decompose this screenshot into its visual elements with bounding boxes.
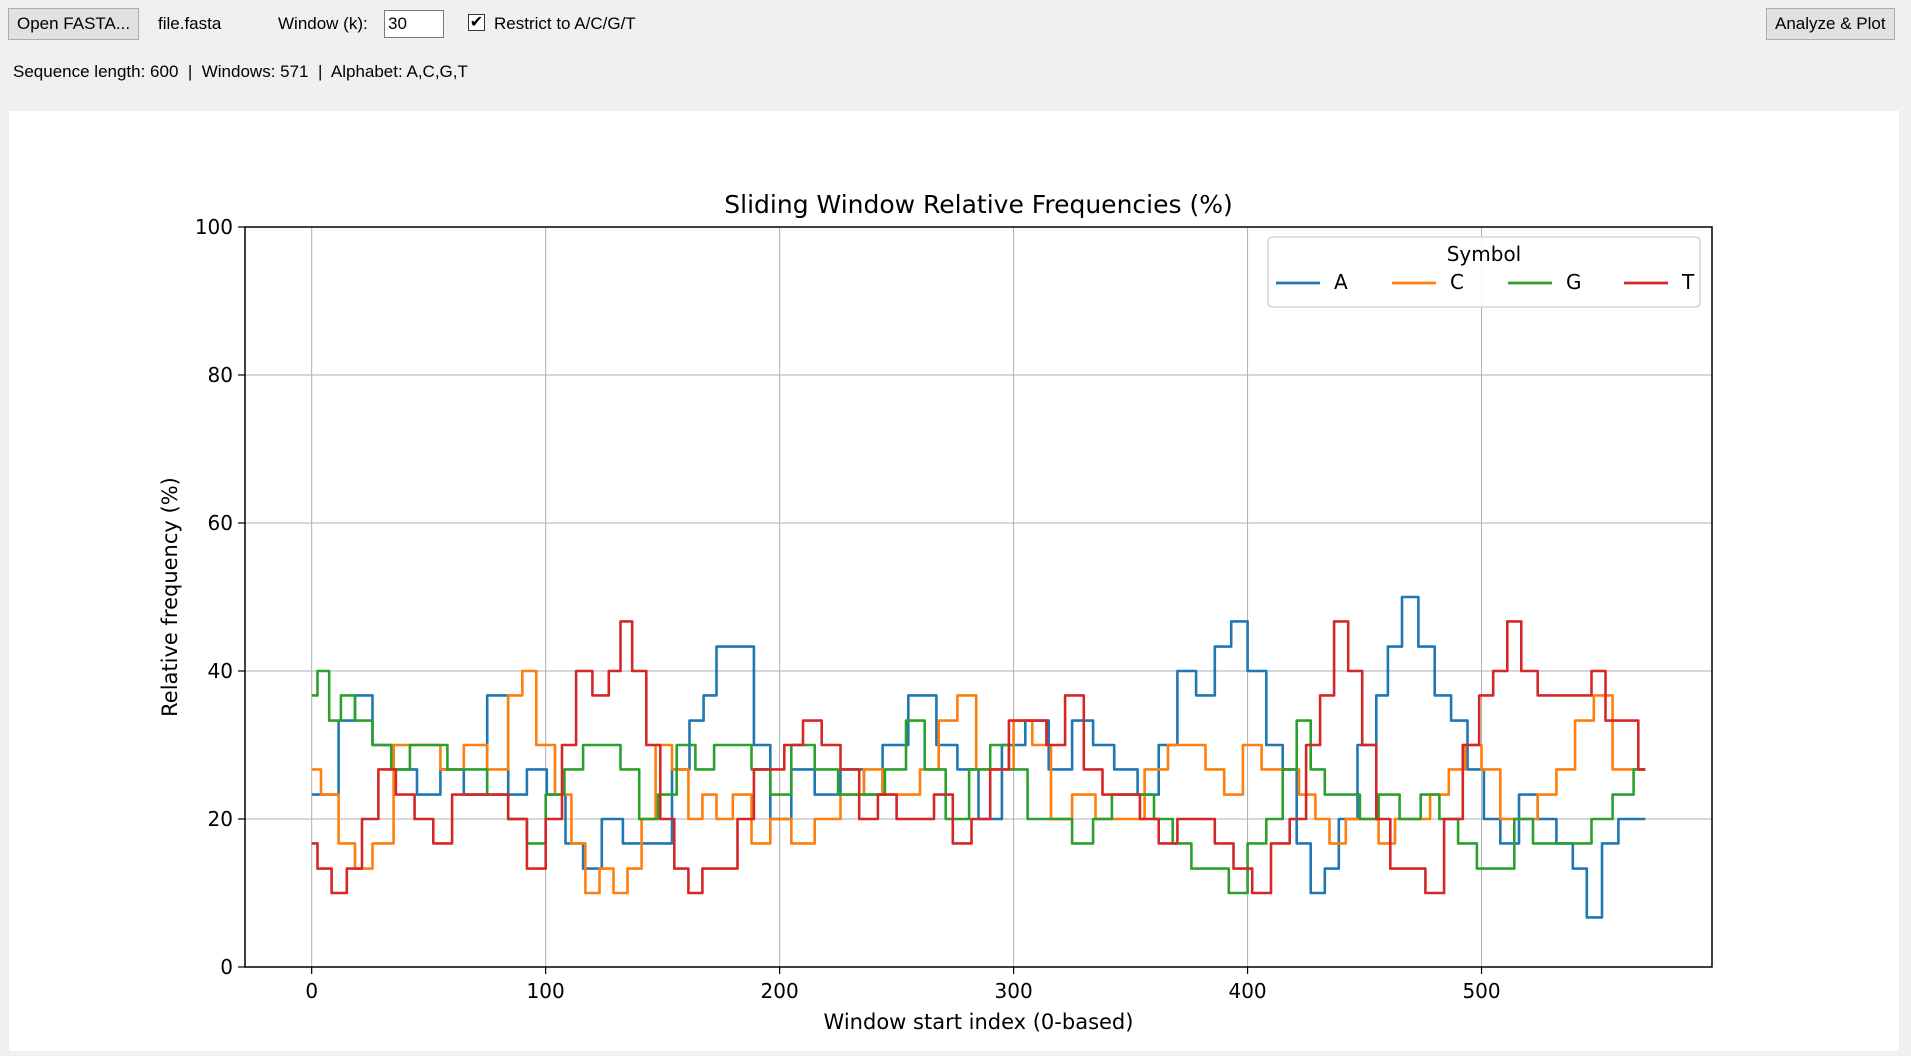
legend-label-A: A — [1334, 270, 1348, 294]
x-axis-label: Window start index (0-based) — [824, 1010, 1134, 1034]
window-label: Window (k): — [278, 14, 368, 33]
window-size-input[interactable]: 30 — [384, 10, 444, 38]
x-tick-label: 300 — [995, 979, 1033, 1003]
status-text: Sequence length: 600 | Windows: 571 | Al… — [13, 62, 468, 81]
restrict-checkbox[interactable]: ✔ — [468, 14, 485, 31]
y-tick-label: 0 — [220, 955, 233, 979]
series-line-T — [311, 620, 1646, 895]
x-tick-label: 0 — [305, 979, 318, 1003]
legend-box — [1267, 236, 1701, 308]
x-tick-label: 500 — [1462, 979, 1500, 1003]
check-mark-icon: ✔ — [469, 14, 484, 31]
y-axis-label: Relative frequency (%) — [158, 477, 182, 717]
legend-label-T: T — [1681, 270, 1695, 294]
y-axis-ticks: 0 20 40 60 80 100 — [195, 215, 245, 979]
open-fasta-button[interactable]: Open FASTA... — [8, 8, 140, 40]
x-tick-label: 100 — [527, 979, 565, 1003]
legend-title: Symbol — [1447, 242, 1522, 266]
legend-label-C: C — [1450, 270, 1464, 294]
toolbar: Open FASTA... file.fasta Window (k): 30 … — [0, 0, 1911, 50]
legend-label-G: G — [1566, 270, 1582, 294]
y-tick-label: 100 — [195, 215, 233, 239]
chart-title: Sliding Window Relative Frequencies (%) — [724, 190, 1232, 219]
plot-frame — [244, 226, 1713, 968]
legend: Symbol A C G T — [1267, 236, 1701, 308]
plot-area: 0 100 200 300 400 500 0 20 40 60 80 100 Sliding Wi… — [9, 111, 1899, 1051]
x-tick-label: 400 — [1228, 979, 1266, 1003]
line-chart: 0 100 200 300 400 500 0 20 40 60 80 100 Sliding Wi… — [158, 190, 1713, 1034]
y-tick-label: 20 — [208, 807, 233, 831]
x-tick-label: 200 — [761, 979, 799, 1003]
y-tick-label: 60 — [208, 511, 233, 535]
y-tick-label: 40 — [208, 659, 233, 683]
x-axis-ticks: 0 100 200 300 400 500 — [305, 967, 1501, 1003]
restrict-label[interactable]: Restrict to A/C/G/T — [494, 14, 636, 33]
y-tick-label: 80 — [208, 363, 233, 387]
series-lines — [311, 595, 1646, 919]
analyze-plot-button[interactable]: Analyze & Plot — [1766, 8, 1895, 40]
grid-lines — [245, 226, 1712, 968]
filename-label: file.fasta — [158, 14, 222, 33]
